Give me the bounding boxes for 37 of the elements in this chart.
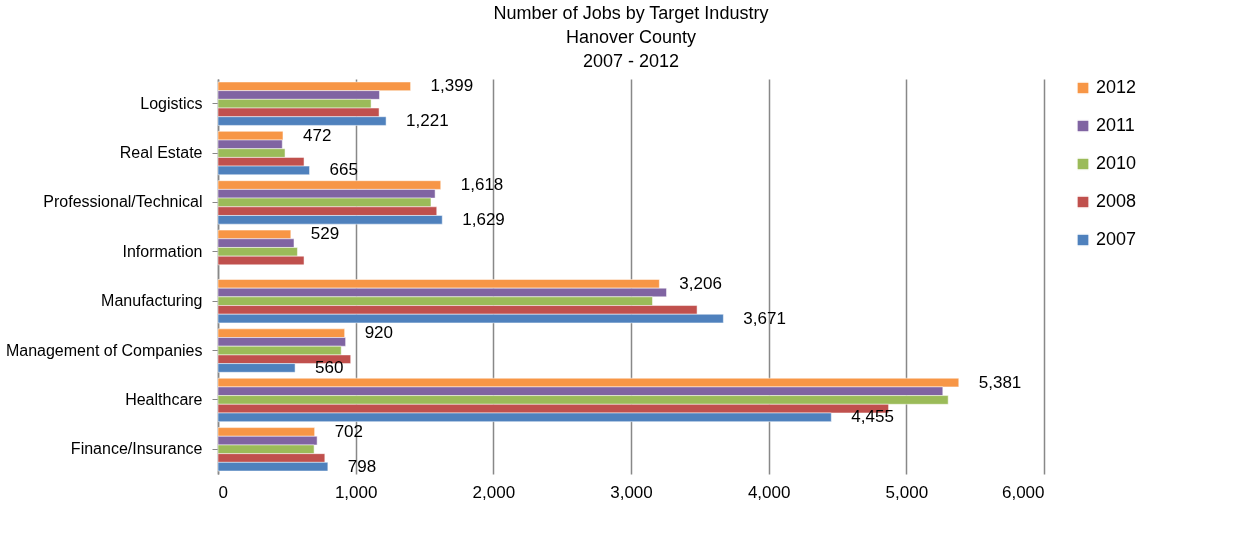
y-tick-label: Healthcare bbox=[125, 390, 203, 408]
data-label: 702 bbox=[334, 421, 364, 441]
y-tick-label: Finance/Insurance bbox=[70, 440, 203, 458]
data-label: 5,381 bbox=[978, 372, 1022, 392]
x-tick-label: 0 bbox=[218, 482, 228, 502]
y-tick-label: Manufacturing bbox=[101, 292, 203, 310]
legend-label: 2011 bbox=[1096, 115, 1135, 135]
legend-label: 2010 bbox=[1096, 153, 1137, 173]
legend-label: 2012 bbox=[1096, 77, 1137, 97]
legend-label: 2008 bbox=[1096, 191, 1137, 211]
chart-subtitle: Hanover County 2007 - 2012 bbox=[565, 27, 697, 72]
chart-title: Number of Jobs by Target Industry bbox=[493, 3, 769, 24]
y-tick-label: Logistics bbox=[140, 94, 203, 112]
data-label: 920 bbox=[364, 323, 394, 343]
data-label: 560 bbox=[315, 357, 344, 377]
x-tick-label: 4,000 bbox=[747, 482, 791, 502]
legend-label: 2007 bbox=[1096, 229, 1137, 249]
data-label: 1,399 bbox=[430, 76, 474, 96]
data-label: 3,671 bbox=[743, 308, 786, 328]
data-label: 529 bbox=[310, 224, 340, 244]
data-label: 1,629 bbox=[462, 209, 505, 229]
x-tick-label: 5,000 bbox=[885, 482, 929, 502]
data-label: 665 bbox=[329, 160, 358, 180]
y-tick-label: Information bbox=[122, 242, 203, 260]
data-label: 472 bbox=[302, 125, 332, 145]
y-tick-label: Professional/Technical bbox=[43, 193, 203, 211]
data-label: 1,618 bbox=[460, 175, 504, 195]
data-label: 3,206 bbox=[679, 273, 722, 293]
y-tick-label: Management of Companies bbox=[5, 341, 203, 359]
x-tick-label: 3,000 bbox=[610, 482, 653, 502]
x-tick-label: 2,000 bbox=[472, 482, 516, 502]
y-tick-label: Real Estate bbox=[119, 144, 203, 162]
x-tick-label: 6,000 bbox=[1001, 482, 1045, 502]
data-label: 1,221 bbox=[406, 111, 449, 131]
x-tick-label: 1,000 bbox=[334, 482, 378, 502]
data-label: 4,455 bbox=[851, 407, 894, 427]
data-label: 798 bbox=[347, 456, 377, 476]
